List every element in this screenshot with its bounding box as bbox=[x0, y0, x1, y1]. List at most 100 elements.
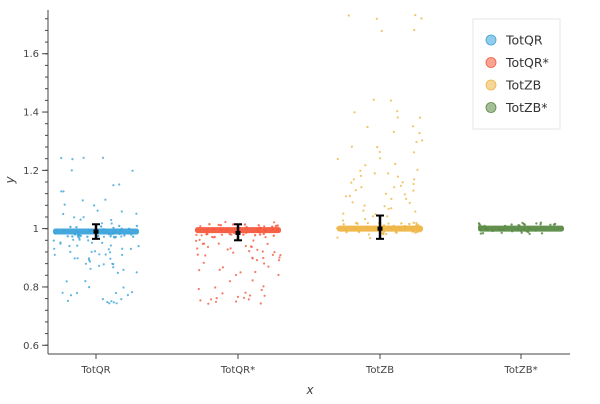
mean-marker bbox=[235, 231, 241, 236]
data-point bbox=[242, 296, 246, 299]
data-point bbox=[99, 225, 103, 228]
data-point bbox=[101, 241, 104, 244]
data-point bbox=[87, 257, 90, 260]
data-point bbox=[251, 279, 254, 282]
data-point bbox=[384, 192, 388, 195]
data-point bbox=[75, 226, 78, 229]
error-bars-layer bbox=[92, 214, 384, 242]
data-point bbox=[345, 231, 348, 234]
data-point bbox=[221, 292, 224, 295]
data-point bbox=[392, 224, 395, 228]
data-point bbox=[96, 209, 99, 212]
data-point bbox=[121, 253, 124, 256]
data-point bbox=[225, 228, 228, 232]
data-point bbox=[101, 156, 105, 159]
data-point bbox=[199, 225, 202, 228]
data-point bbox=[227, 228, 230, 231]
data-point bbox=[263, 225, 266, 228]
data-point bbox=[206, 245, 210, 248]
legend: TotQR TotQR* TotZB TotZB* bbox=[472, 18, 561, 130]
data-point bbox=[481, 232, 485, 235]
data-point bbox=[217, 223, 220, 227]
data-point bbox=[221, 228, 224, 231]
data-point bbox=[479, 228, 482, 231]
data-point bbox=[383, 205, 386, 208]
data-point bbox=[528, 232, 531, 236]
legend-label: TotZB bbox=[505, 78, 541, 93]
data-point bbox=[130, 233, 133, 236]
y-axis-title: y bbox=[3, 176, 17, 185]
data-point bbox=[351, 201, 354, 204]
data-point bbox=[498, 228, 501, 231]
data-point bbox=[88, 260, 92, 263]
data-point bbox=[100, 222, 104, 225]
data-point bbox=[81, 199, 84, 202]
data-point bbox=[396, 175, 399, 178]
data-point bbox=[263, 262, 266, 265]
data-point bbox=[131, 169, 134, 172]
data-point bbox=[101, 298, 104, 301]
data-point bbox=[104, 229, 108, 232]
data-point bbox=[84, 262, 87, 265]
mean-marker bbox=[377, 226, 383, 231]
x-tick-label: TotQR bbox=[80, 365, 110, 376]
data-point bbox=[414, 231, 417, 234]
data-point bbox=[204, 254, 207, 257]
data-point bbox=[528, 227, 531, 230]
data-point bbox=[106, 301, 109, 304]
data-point bbox=[477, 225, 481, 228]
legend-label: TotQR* bbox=[505, 55, 549, 70]
data-point bbox=[342, 223, 345, 226]
data-point bbox=[253, 234, 257, 237]
data-point bbox=[484, 228, 487, 231]
data-point bbox=[364, 164, 367, 167]
data-point bbox=[366, 125, 369, 129]
data-point bbox=[263, 294, 266, 297]
data-point bbox=[381, 232, 384, 235]
data-point bbox=[353, 111, 356, 114]
data-point bbox=[415, 224, 418, 227]
data-point bbox=[491, 229, 494, 233]
data-point bbox=[232, 251, 235, 254]
data-point bbox=[129, 247, 132, 250]
data-point bbox=[110, 300, 113, 303]
data-point bbox=[366, 226, 369, 229]
data-point bbox=[73, 233, 77, 236]
data-point bbox=[213, 235, 216, 238]
data-point bbox=[411, 230, 414, 233]
mean-marker bbox=[93, 229, 99, 234]
data-point bbox=[520, 231, 523, 234]
data-point bbox=[502, 228, 505, 231]
data-point bbox=[396, 110, 399, 113]
data-point bbox=[412, 151, 416, 154]
data-point bbox=[208, 223, 211, 226]
data-point bbox=[522, 228, 526, 231]
data-point bbox=[202, 261, 205, 264]
data-point bbox=[400, 222, 403, 225]
data-point bbox=[411, 125, 415, 128]
data-point bbox=[135, 224, 139, 228]
data-point bbox=[390, 207, 393, 210]
data-point bbox=[481, 225, 484, 228]
data-point bbox=[76, 234, 80, 237]
data-point bbox=[390, 227, 393, 230]
data-point bbox=[90, 241, 94, 244]
data-point bbox=[279, 254, 282, 257]
data-point bbox=[110, 218, 113, 222]
data-point bbox=[254, 270, 257, 274]
data-point bbox=[382, 224, 386, 227]
data-point bbox=[421, 139, 424, 142]
data-point bbox=[137, 245, 140, 248]
data-point bbox=[76, 230, 79, 234]
data-point bbox=[75, 291, 79, 295]
data-point bbox=[121, 247, 124, 250]
data-point bbox=[82, 156, 85, 159]
data-point bbox=[63, 203, 66, 206]
data-point bbox=[132, 235, 135, 238]
data-point bbox=[244, 291, 247, 294]
data-point bbox=[380, 29, 383, 33]
data-point bbox=[248, 250, 251, 253]
data-point bbox=[73, 257, 76, 260]
